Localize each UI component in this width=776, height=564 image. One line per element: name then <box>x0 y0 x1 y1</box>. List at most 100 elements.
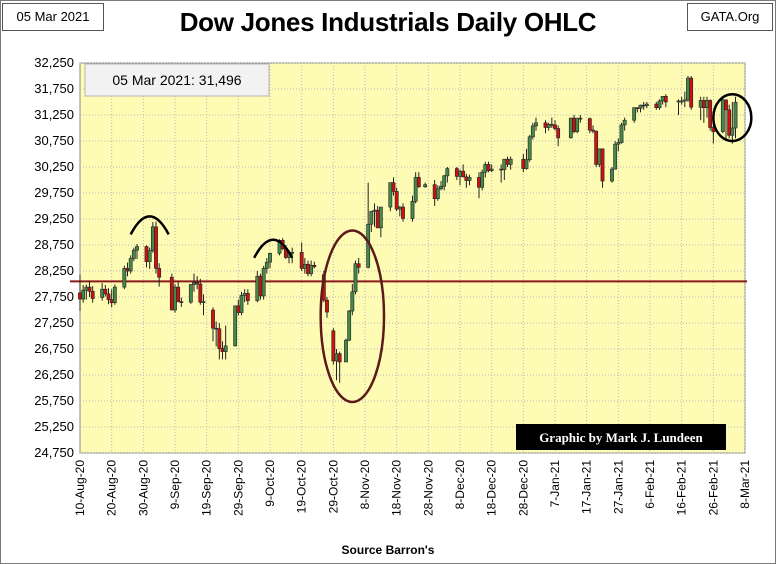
candle <box>600 148 605 188</box>
candle-body-up <box>112 286 117 304</box>
candle <box>445 167 450 183</box>
candle <box>201 294 206 316</box>
candle <box>103 285 108 297</box>
candle-body-up <box>347 310 352 341</box>
candle <box>122 265 127 290</box>
x-axis-title: Source Barron's <box>341 543 435 557</box>
candle-body-up <box>302 263 307 269</box>
candle <box>312 261 317 269</box>
candle-body-up <box>610 168 614 182</box>
candle <box>730 102 735 144</box>
x-tick-label: 27-Jan-21 <box>611 460 625 514</box>
candle <box>239 291 244 316</box>
candle-body-down <box>217 328 222 349</box>
candle-body-up <box>122 268 127 288</box>
candle <box>534 117 538 131</box>
candle <box>106 288 111 305</box>
x-tick-label: 8-Mar-21 <box>738 460 752 509</box>
candle-body-up <box>410 201 415 219</box>
candle <box>309 260 314 277</box>
y-tick-label: 28,250 <box>34 263 74 278</box>
candle-body-down <box>724 99 728 111</box>
candle <box>350 284 355 316</box>
x-tick-label: 17-Jan-21 <box>580 460 594 514</box>
candle-body-up <box>131 249 136 259</box>
candle-body-down <box>195 282 200 285</box>
candle-body-up <box>439 185 443 190</box>
y-tick-label: 26,750 <box>34 341 74 356</box>
candle-body-down <box>78 292 82 300</box>
candle-body-down <box>521 158 526 169</box>
candle-body-up <box>369 210 374 225</box>
last-close-label: 05 Mar 2021: 31,496 <box>112 72 241 88</box>
candle-body-up <box>388 182 393 208</box>
candle <box>401 203 405 222</box>
candle-body-up <box>128 258 133 272</box>
candle-body-up <box>619 124 624 143</box>
candle-body-up <box>730 127 735 136</box>
candle-body-up <box>546 124 551 128</box>
candle-body-down <box>198 283 203 303</box>
candle-body-down <box>578 117 583 120</box>
candle <box>638 104 643 113</box>
candle <box>416 172 421 188</box>
candle-body-down <box>179 301 184 303</box>
candle-body-up <box>413 177 418 202</box>
candle <box>439 181 443 191</box>
candle-body-down <box>416 177 421 188</box>
candle-body-up <box>638 104 643 109</box>
candle <box>578 115 583 123</box>
candle <box>556 125 561 147</box>
candle <box>613 141 618 170</box>
candle <box>233 305 238 347</box>
candle <box>264 258 269 274</box>
candle <box>128 255 133 274</box>
candle <box>530 122 535 140</box>
candle-body-down <box>157 268 162 278</box>
candle <box>245 289 250 305</box>
candle-body-down <box>549 124 554 126</box>
candle <box>724 99 728 139</box>
candle-body-up <box>261 268 266 297</box>
candle-body-down <box>306 263 310 274</box>
candle-body-up <box>597 148 602 165</box>
candle <box>112 284 117 305</box>
annotations <box>129 92 753 404</box>
candle <box>388 182 393 212</box>
candle <box>435 185 440 201</box>
chart-title: Dow Jones Industrials Daily OHLC <box>179 7 597 37</box>
candle-body-up <box>173 286 177 311</box>
candle-body-down <box>432 184 437 200</box>
candle <box>261 265 266 300</box>
candle <box>594 130 599 167</box>
candle <box>644 102 649 109</box>
candle-body-up <box>657 100 662 109</box>
candle-body-up <box>660 95 665 102</box>
candle-body-up <box>150 226 155 252</box>
candle-body-up <box>676 100 681 103</box>
candle <box>527 134 532 162</box>
y-tick-label: 30,750 <box>34 133 74 148</box>
candle-body-up <box>686 77 690 101</box>
candle <box>733 96 738 139</box>
candle <box>169 273 174 311</box>
candle-body-down <box>258 275 263 297</box>
candle-body-down <box>689 77 694 108</box>
candle-body-up <box>309 264 314 274</box>
candle-body-down <box>312 264 317 268</box>
candle <box>87 280 92 297</box>
candle <box>616 138 621 152</box>
x-tick-label: 9-Oct-20 <box>263 460 277 507</box>
y-tick-label: 28,750 <box>34 237 74 252</box>
candle-body-up <box>622 119 627 126</box>
candle-body-down <box>641 104 646 107</box>
candle-body-up <box>508 158 513 165</box>
candle <box>591 125 595 134</box>
candle-body-down <box>375 209 380 229</box>
y-tick-label: 31,250 <box>34 107 74 122</box>
candle-body-up <box>616 142 621 145</box>
candle-body-down <box>90 290 95 299</box>
candle <box>394 187 399 212</box>
candle-body-down <box>663 95 668 103</box>
candle <box>356 258 361 274</box>
